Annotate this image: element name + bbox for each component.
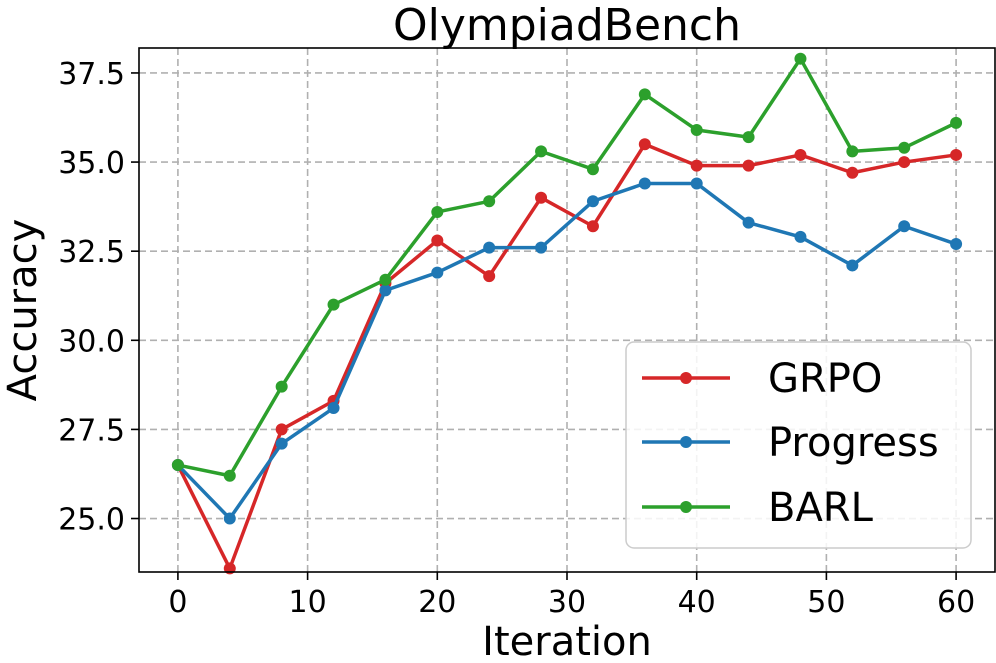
legend-item-barl: BARL: [642, 485, 874, 531]
y-tick-label: 32.5: [58, 235, 125, 270]
x-tick-label: 50: [807, 585, 845, 620]
data-point-progress: [483, 241, 496, 254]
series-line-barl: [176, 56, 958, 478]
data-point-barl: [327, 298, 340, 311]
legend-marker-grpo: [680, 372, 692, 384]
data-point-barl: [638, 88, 651, 101]
data-point-barl: [846, 145, 859, 158]
data-point-grpo: [898, 156, 911, 169]
data-point-grpo: [638, 138, 651, 151]
data-point-barl: [950, 116, 963, 129]
data-point-progress: [794, 230, 807, 243]
data-point-grpo: [483, 270, 496, 283]
x-axis-ticks: 0 10 20 30 40 50 60: [168, 572, 975, 620]
data-point-barl: [171, 459, 184, 472]
data-point-barl: [483, 195, 496, 208]
legend-item-grpo: GRPO: [642, 356, 882, 402]
data-point-grpo: [742, 159, 755, 172]
data-point-grpo: [794, 148, 807, 161]
data-point-grpo: [690, 159, 703, 172]
data-point-grpo: [846, 166, 859, 179]
y-tick-label: 27.5: [58, 413, 125, 448]
data-point-progress: [379, 284, 392, 297]
data-point-barl: [223, 469, 236, 482]
series-line-grpo: [176, 142, 958, 571]
data-point-progress: [690, 177, 703, 190]
y-tick-label: 37.5: [58, 57, 125, 92]
data-point-progress: [586, 195, 599, 208]
data-point-barl: [586, 163, 599, 176]
data-point-barl: [275, 380, 288, 393]
x-axis-label: Iteration: [482, 619, 652, 663]
legend-marker-progress: [680, 436, 692, 448]
data-point-progress: [327, 402, 340, 415]
data-point-barl: [742, 131, 755, 144]
legend-box: [625, 341, 972, 549]
legend-label-progress: Progress: [768, 420, 939, 466]
series-line-progress: [176, 181, 958, 521]
data-point-grpo: [586, 220, 599, 233]
data-point-barl: [898, 141, 911, 154]
y-tick-label: 30.0: [58, 324, 125, 359]
data-point-progress: [742, 216, 755, 229]
data-point-barl: [535, 145, 548, 158]
data-point-grpo: [535, 191, 548, 204]
x-tick-label: 10: [289, 585, 327, 620]
legend: GRPO Progress BARL: [625, 341, 972, 549]
legend-label-grpo: GRPO: [768, 356, 882, 402]
data-point-progress: [223, 512, 236, 525]
data-point-barl: [690, 123, 703, 136]
data-point-grpo: [431, 234, 444, 247]
data-point-barl: [379, 273, 392, 286]
legend-marker-barl: [680, 501, 692, 513]
data-point-barl: [431, 205, 444, 218]
data-point-progress: [638, 177, 651, 190]
legend-label-barl: BARL: [768, 485, 874, 531]
data-point-barl: [794, 52, 807, 65]
data-point-progress: [846, 259, 859, 272]
x-tick-label: 60: [937, 585, 975, 620]
data-point-progress: [898, 220, 911, 233]
data-point-progress: [535, 241, 548, 254]
data-point-progress: [950, 238, 963, 251]
x-tick-label: 20: [418, 585, 456, 620]
legend-item-progress: Progress: [642, 420, 939, 466]
data-point-progress: [275, 437, 288, 450]
y-axis-label: Accuracy: [0, 219, 46, 402]
y-axis-ticks: 25.0 27.5 30.0 32.5 35.0 37.5: [58, 57, 139, 538]
data-point-grpo: [275, 423, 288, 436]
data-point-grpo: [950, 148, 963, 161]
y-tick-label: 25.0: [58, 503, 125, 538]
chart-title: OlympiadBench: [393, 0, 741, 51]
x-tick-label: 40: [678, 585, 716, 620]
series-lines: [171, 52, 963, 575]
x-tick-label: 0: [168, 585, 187, 620]
data-point-progress: [431, 266, 444, 279]
x-tick-label: 30: [548, 585, 586, 620]
y-tick-label: 35.0: [58, 146, 125, 181]
